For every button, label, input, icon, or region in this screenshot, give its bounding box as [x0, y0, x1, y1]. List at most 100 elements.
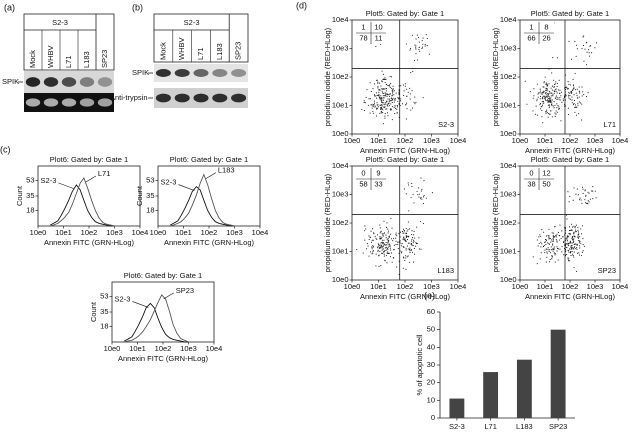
event-dot — [374, 95, 376, 97]
gel-header — [23, 13, 115, 71]
event-dot — [569, 241, 571, 243]
event-dot — [387, 252, 389, 254]
event-dot — [379, 246, 381, 248]
event-dot — [552, 95, 554, 97]
event-dot — [568, 94, 570, 96]
event-dot — [579, 245, 581, 247]
event-dot — [565, 243, 567, 245]
event-dot — [402, 246, 404, 248]
event-dot — [419, 50, 421, 52]
event-dot — [376, 107, 378, 109]
x-tick-label: 10e2 — [397, 282, 414, 291]
event-dot — [384, 113, 386, 115]
event-dot — [544, 252, 546, 254]
event-dot — [394, 113, 396, 115]
event-dot — [567, 240, 569, 242]
event-dot — [568, 236, 570, 238]
event-dot — [567, 257, 569, 259]
event-dot — [384, 92, 386, 94]
event-dot — [575, 89, 577, 91]
event-dot — [383, 255, 385, 257]
event-dot — [577, 236, 579, 238]
event-dot — [363, 101, 365, 103]
event-dot — [382, 99, 384, 101]
event-dot — [399, 250, 401, 252]
y-tick-label: 10e1 — [500, 246, 517, 255]
event-dot — [538, 242, 540, 244]
event-dot — [585, 202, 587, 204]
quadrant-percent: 0 — [529, 168, 533, 177]
gel-band — [193, 93, 209, 103]
event-dot — [553, 236, 555, 238]
event-dot — [566, 246, 568, 248]
event-dot — [387, 232, 389, 234]
event-dot — [398, 274, 400, 276]
event-dot — [543, 92, 545, 94]
event-dot — [403, 232, 405, 234]
event-dot — [554, 253, 556, 255]
event-dot — [558, 89, 560, 91]
event-dot — [371, 246, 373, 248]
y-tick-label: 10e0 — [332, 275, 349, 284]
event-dot — [422, 43, 424, 45]
event-dot — [556, 241, 558, 243]
event-dot — [580, 255, 582, 257]
event-dot — [572, 248, 574, 250]
event-dot — [379, 104, 381, 106]
annotation-arrow — [132, 301, 149, 308]
event-dot — [576, 97, 578, 99]
event-dot — [380, 95, 382, 97]
event-dot — [546, 240, 548, 242]
event-dot — [576, 247, 578, 249]
event-dot — [385, 249, 387, 251]
event-dot — [568, 232, 570, 234]
event-dot — [526, 103, 528, 105]
event-dot — [390, 218, 392, 220]
event-dot — [401, 103, 403, 105]
event-dot — [422, 222, 424, 224]
event-dot — [551, 105, 553, 107]
quadrant-percent: 66 — [527, 33, 535, 42]
event-dot — [390, 76, 392, 78]
event-dot — [556, 233, 558, 235]
gel-band — [43, 77, 59, 87]
event-dot — [406, 102, 408, 104]
event-dot — [579, 91, 581, 93]
gel-band — [212, 69, 228, 77]
event-dot — [559, 89, 561, 91]
event-dot — [368, 238, 370, 240]
event-dot — [389, 109, 391, 111]
event-dot — [407, 182, 409, 184]
event-dot — [402, 267, 404, 269]
event-dot — [407, 242, 409, 244]
x-tick-label: 10e1 — [55, 228, 72, 237]
event-dot — [573, 225, 575, 227]
event-dot — [372, 247, 374, 249]
event-dot — [388, 85, 390, 87]
event-dot — [549, 98, 551, 100]
event-dot — [568, 96, 570, 98]
x-tick-label: 10e2 — [562, 136, 579, 145]
event-dot — [541, 98, 543, 100]
x-tick-label: 10e2 — [155, 344, 172, 353]
event-dot — [565, 245, 566, 247]
event-dot — [546, 83, 548, 85]
event-dot — [422, 196, 424, 198]
annotation-arrow — [163, 292, 174, 300]
event-dot — [556, 86, 558, 88]
event-dot — [573, 238, 575, 240]
event-dot — [573, 85, 575, 87]
event-dot — [415, 45, 417, 47]
event-dot — [563, 100, 565, 102]
event-dot — [565, 238, 566, 240]
event-dot — [578, 252, 580, 254]
event-dot — [389, 245, 391, 247]
event-dot — [383, 97, 385, 99]
event-dot — [548, 250, 550, 252]
event-dot — [578, 86, 580, 88]
event-dot — [543, 81, 545, 83]
event-dot — [558, 106, 560, 108]
event-dot — [567, 249, 569, 251]
event-dot — [550, 92, 552, 94]
annotation: S2-3 — [41, 176, 57, 185]
